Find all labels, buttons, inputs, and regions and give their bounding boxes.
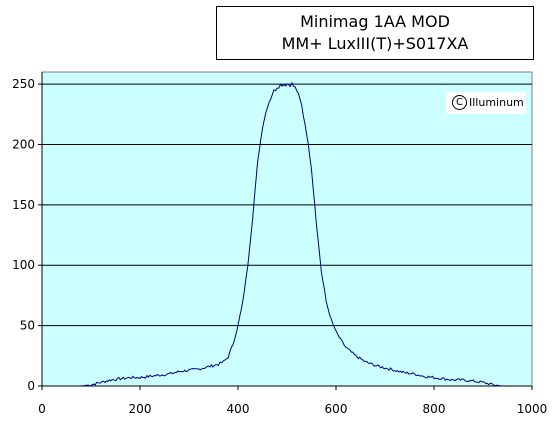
x-tick-label: 0	[38, 402, 46, 416]
y-tick-label: 200	[12, 137, 35, 151]
x-tick-label: 600	[325, 402, 348, 416]
chart-title-line1: Minimag 1AA MOD	[300, 12, 450, 31]
series-line	[81, 81, 503, 387]
plot-area	[41, 71, 533, 387]
y-axis-ticks: 0 50 100 150 200 250	[12, 77, 42, 393]
y-tick-label: 250	[12, 77, 35, 91]
x-tick-label: 800	[423, 402, 446, 416]
y-tick-label: 150	[12, 198, 35, 212]
grid-lines	[41, 72, 532, 387]
x-tick-label: 400	[227, 402, 250, 416]
chart-title-box: Minimag 1AA MOD MM+ LuxIII(T)+S017XA	[216, 6, 534, 60]
y-tick-label: 100	[12, 258, 35, 272]
watermark-text: Illuminum	[469, 96, 524, 109]
watermark: C Illuminum	[446, 92, 526, 114]
x-axis-ticks: 0 200 400 600 800 1000	[38, 386, 547, 416]
y-tick-label: 50	[20, 319, 35, 333]
y-tick-label: 0	[27, 379, 35, 393]
copyright-icon: C	[452, 94, 467, 110]
chart-title-line2: MM+ LuxIII(T)+S017XA	[281, 34, 469, 53]
x-tick-label: 1000	[517, 402, 548, 416]
x-tick-label: 200	[129, 402, 152, 416]
